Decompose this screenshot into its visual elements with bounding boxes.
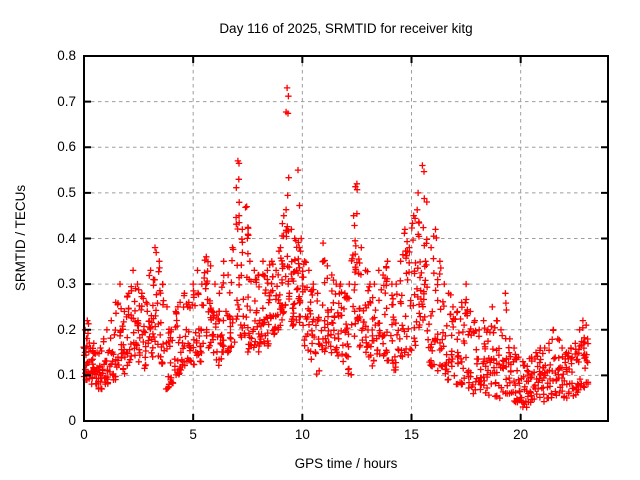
- chart-title: Day 116 of 2025, SRMTID for receiver kit…: [219, 21, 473, 36]
- x-tick-label: 20: [513, 427, 529, 442]
- y-tick-label: 0.3: [57, 276, 76, 292]
- x-axis-label: GPS time / hours: [294, 456, 398, 471]
- y-tick-label: 0.7: [57, 93, 76, 109]
- x-tick-label: 0: [80, 427, 88, 442]
- x-tick-label: 10: [294, 427, 310, 442]
- x-tick-label: 15: [403, 427, 420, 442]
- y-tick-label: 0.6: [57, 139, 76, 155]
- y-tick-label: 0.2: [57, 321, 76, 337]
- plot-border-and-ticks: [83, 55, 609, 422]
- x-tick-label: 5: [189, 427, 197, 442]
- y-tick-label: 0.8: [57, 48, 76, 63]
- y-tick-label: 0: [68, 413, 76, 428]
- y-tick-label: 0.5: [57, 184, 76, 200]
- y-tick-label: 0.1: [57, 367, 76, 383]
- y-tick-label: 0.4: [57, 230, 76, 246]
